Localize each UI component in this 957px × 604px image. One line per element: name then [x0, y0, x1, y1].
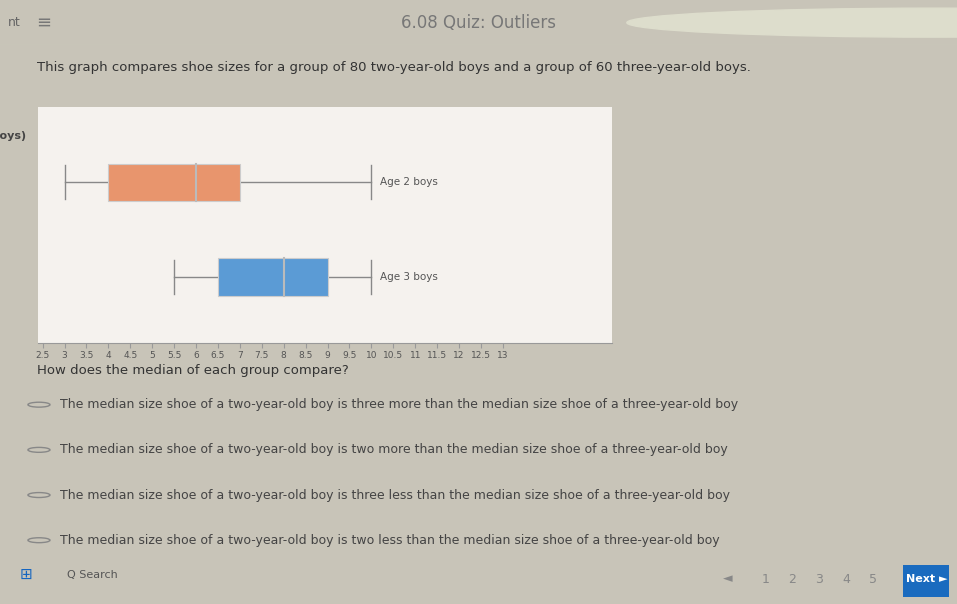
Text: nt: nt	[8, 16, 20, 29]
Text: This graph compares shoe sizes for a group of 80 two-year-old boys and a group o: This graph compares shoe sizes for a gro…	[37, 61, 751, 74]
FancyBboxPatch shape	[903, 565, 949, 597]
Text: Q Search: Q Search	[67, 570, 118, 580]
Text: The median size shoe of a two-year-old boy is three less than the median size sh: The median size shoe of a two-year-old b…	[60, 489, 730, 501]
Text: ◄: ◄	[723, 573, 732, 586]
FancyBboxPatch shape	[218, 258, 327, 296]
Text: How does the median of each group compare?: How does the median of each group compar…	[37, 364, 349, 377]
Text: 1: 1	[762, 573, 769, 586]
Text: Next ►: Next ►	[905, 574, 947, 584]
FancyBboxPatch shape	[108, 164, 240, 201]
Text: (2- and 3-Year-Old Boys): (2- and 3-Year-Old Boys)	[0, 130, 26, 141]
Text: 4: 4	[842, 573, 850, 586]
Text: 6.08 Quiz: Outliers: 6.08 Quiz: Outliers	[401, 14, 556, 31]
Text: 2: 2	[789, 573, 796, 586]
Text: ⊞: ⊞	[19, 567, 32, 582]
Text: Age 3 boys: Age 3 boys	[380, 272, 438, 282]
Text: ≡: ≡	[36, 14, 52, 31]
Circle shape	[627, 8, 957, 37]
Text: 〈: 〈	[928, 15, 938, 30]
Text: The median size shoe of a two-year-old boy is two more than the median size shoe: The median size shoe of a two-year-old b…	[60, 443, 728, 457]
Text: The median size shoe of a two-year-old boy is three more than the median size sh: The median size shoe of a two-year-old b…	[60, 398, 738, 411]
Text: 5: 5	[869, 573, 877, 586]
Text: Age 2 boys: Age 2 boys	[380, 178, 438, 187]
Text: The median size shoe of a two-year-old boy is two less than the median size shoe: The median size shoe of a two-year-old b…	[60, 534, 720, 547]
Text: 3: 3	[815, 573, 823, 586]
